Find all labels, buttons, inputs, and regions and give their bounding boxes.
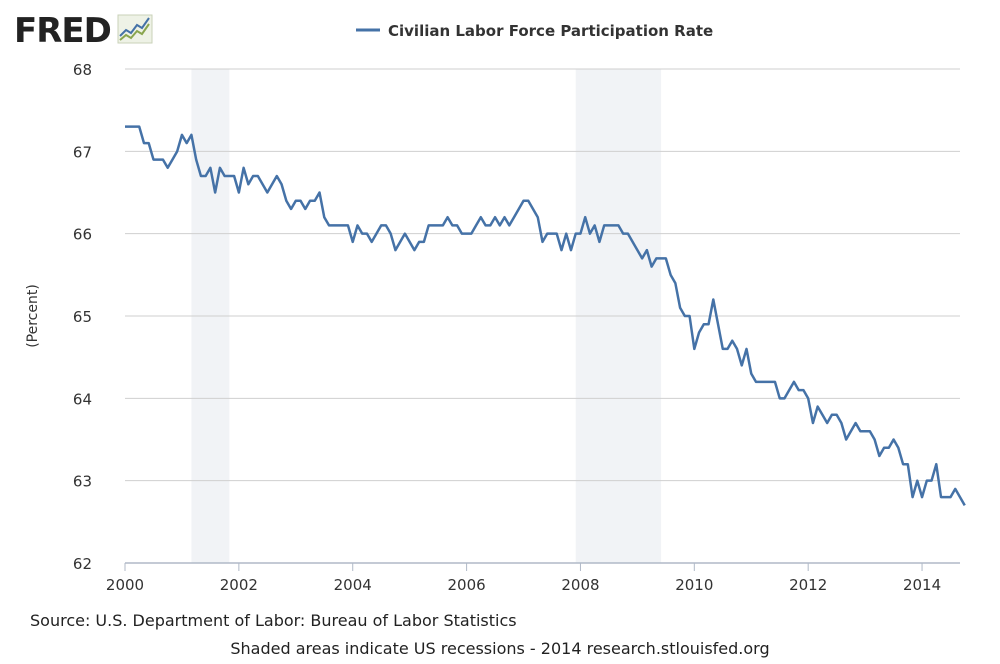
line-chart-icon — [117, 14, 153, 44]
legend-label: Civilian Labor Force Participation Rate — [388, 22, 713, 40]
x-tick-label: 2014 — [903, 576, 941, 594]
y-tick-label: 66 — [73, 226, 92, 244]
fred-logo-text: FRED — [14, 11, 112, 51]
y-tick-label: 68 — [73, 61, 92, 79]
series-layer — [125, 125, 966, 506]
x-tick-label: 2012 — [789, 576, 827, 594]
x-tick-label: 2008 — [561, 576, 599, 594]
x-tick-label: 2000 — [106, 576, 144, 594]
y-axis-label: (Percent) — [25, 284, 41, 348]
recession-note: Shaded areas indicate US recessions - 20… — [230, 639, 770, 658]
fred-logo: FRED — [14, 14, 153, 48]
y-tick-label: 63 — [73, 473, 92, 491]
x-tick-label: 2004 — [334, 576, 372, 594]
x-tick-label: 2002 — [220, 576, 258, 594]
gridlines — [125, 68, 960, 482]
legend: Civilian Labor Force Participation Rate — [356, 22, 713, 40]
x-tick-label: 2010 — [675, 576, 713, 594]
series-line-0 — [125, 125, 966, 506]
y-tick-label: 64 — [73, 390, 92, 408]
source-note: Source: U.S. Department of Labor: Bureau… — [30, 611, 517, 630]
y-tick-label: 62 — [73, 555, 92, 573]
axes: 62 63 64 65 66 67 68 2000 2002 2004 2006 2008 2010 20… — [73, 61, 960, 594]
x-tick-label: 2006 — [447, 576, 485, 594]
y-tick-label: 65 — [73, 308, 92, 326]
y-tick-label: 67 — [73, 143, 92, 161]
